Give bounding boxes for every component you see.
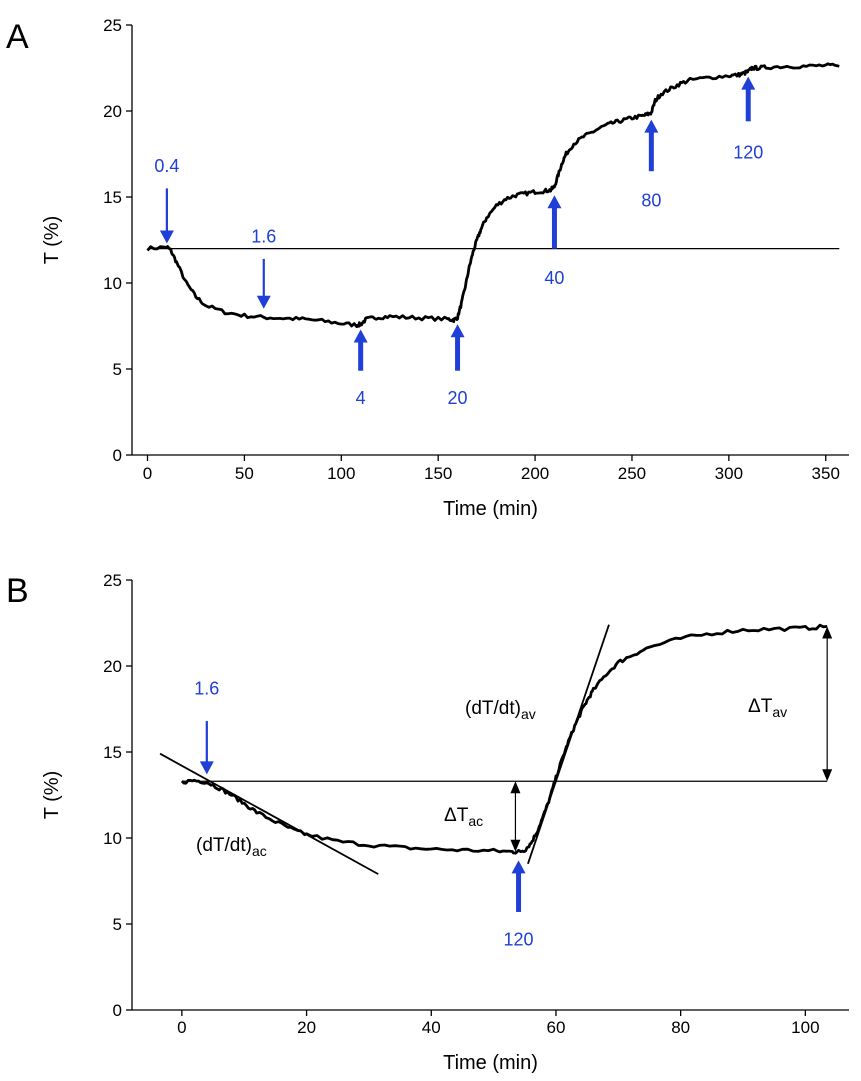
arrow-1.6: 1.6 (251, 227, 276, 309)
slope-av-main: (dT/dt) (465, 698, 521, 719)
panel-letter-a: A (6, 18, 29, 56)
arrow-head (199, 761, 214, 775)
x-tick-label: 100 (791, 1018, 819, 1037)
x-tick-label: 100 (327, 464, 355, 483)
series-line (146, 62, 840, 329)
x-tick-label: 350 (812, 464, 840, 483)
x-tick-label: 0 (177, 1018, 186, 1037)
arrow-1.6: 1.6 (194, 678, 219, 775)
delta-head-top (510, 781, 521, 794)
slope-av-sub: av (521, 706, 536, 722)
y-tick-label: 10 (103, 274, 122, 293)
slope-av-label: (dT/dt)av (465, 698, 536, 722)
arrow-head (644, 119, 659, 133)
arrow-4: 4 (353, 329, 368, 408)
arrow-80: 80 (641, 119, 661, 210)
arrow-label: 120 (504, 929, 534, 949)
arrow-label: 120 (733, 142, 763, 162)
x-axis-title: Time (min) (443, 1052, 538, 1074)
y-tick-label: 20 (103, 657, 122, 676)
slope-ac-sub: ac (252, 843, 267, 859)
x-tick-label: 300 (715, 464, 743, 483)
x-tick-label: 200 (521, 464, 549, 483)
arrow-120: 120 (733, 76, 763, 162)
arrow-40: 40 (544, 195, 564, 288)
x-tick-label: 40 (422, 1018, 441, 1037)
delta-av-main: ΔT (748, 696, 773, 717)
y-tick-label: 10 (103, 829, 122, 848)
series-line (180, 623, 828, 855)
x-tick-label: 80 (671, 1018, 690, 1037)
arrow-label: 1.6 (251, 227, 276, 247)
y-tick-label: 5 (113, 915, 122, 934)
arrow-head (159, 230, 174, 244)
x-tick-label: 20 (297, 1018, 316, 1037)
arrow-label: 20 (448, 388, 468, 408)
x-tick-label: 0 (143, 464, 152, 483)
x-tick-label: 50 (235, 464, 254, 483)
y-tick-label: 5 (113, 360, 122, 379)
arrow-head (511, 860, 526, 874)
y-tick-label: 15 (103, 188, 122, 207)
y-tick-label: 20 (103, 102, 122, 121)
delta-head-top (822, 626, 833, 639)
arrow-head (741, 76, 756, 90)
x-axis-title: Time (min) (443, 498, 538, 520)
delta-arrow-1 (822, 626, 833, 782)
delta-head-bottom (822, 769, 833, 782)
arrow-label: 4 (356, 388, 366, 408)
slope-ac-label: (dT/dt)ac (196, 835, 267, 859)
delta-av-sub: av (772, 704, 787, 720)
arrow-head (450, 324, 465, 338)
arrow-label: 40 (544, 268, 564, 288)
y-axis-title: T (%) (41, 216, 63, 265)
tangent-line-0 (159, 752, 379, 875)
delta-ac-label: ΔTac (444, 805, 483, 829)
y-tick-label: 0 (113, 446, 122, 465)
panel-letter-b: B (6, 572, 29, 610)
delta-head-bottom (510, 839, 521, 852)
y-tick-label: 0 (113, 1001, 122, 1020)
panel-b-plot: 0 5 10 15 20 25 0 20 40 60 80 100 Time (min) T (%) 1.6… (41, 571, 849, 1074)
arrow-0.4: 0.4 (154, 156, 179, 244)
delta-arrow-0 (510, 781, 521, 852)
arrow-head (353, 329, 368, 343)
arrow-label: 80 (641, 190, 661, 210)
arrow-120: 120 (504, 860, 534, 949)
slope-ac-main: (dT/dt) (196, 835, 252, 856)
y-tick-label: 25 (103, 16, 122, 35)
arrow-head (256, 295, 271, 309)
x-tick-label: 150 (424, 464, 452, 483)
arrow-20: 20 (448, 324, 468, 408)
arrow-head (547, 195, 562, 209)
x-tick-label: 250 (618, 464, 646, 483)
delta-ac-main: ΔT (444, 805, 469, 826)
arrow-label: 0.4 (154, 156, 179, 176)
y-axis-title: T (%) (41, 771, 63, 820)
y-tick-label: 25 (103, 571, 122, 590)
x-tick-label: 60 (547, 1018, 566, 1037)
delta-ac-sub: ac (468, 813, 483, 829)
delta-av-label: ΔTav (748, 696, 787, 720)
arrow-label: 1.6 (194, 678, 219, 698)
y-tick-label: 15 (103, 743, 122, 762)
